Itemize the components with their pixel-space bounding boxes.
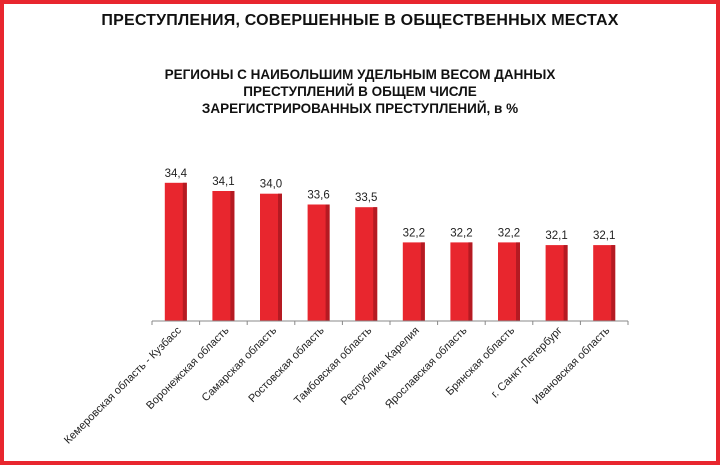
bar	[212, 191, 235, 321]
bar-shade	[230, 191, 235, 321]
value-label: 33,6	[307, 190, 329, 202]
bar	[498, 242, 520, 321]
value-label: 32,1	[545, 230, 567, 242]
category-label: Ивановская область	[530, 324, 612, 406]
value-label: 32,2	[498, 227, 520, 239]
chart-title: РЕГИОНЫ С НАИБОЛЬШИМ УДЕЛЬНЫМ ВЕСОМ ДАНН…	[150, 66, 570, 117]
value-labels-group: 34,4 34,1 34,0 33,6 33,5 32,2 32,2 32,2 32,1 32,1	[165, 168, 616, 242]
value-label: 33,5	[355, 192, 377, 204]
bar-shade	[563, 245, 568, 321]
value-label: 32,1	[593, 230, 615, 242]
chart-title-line-2: ПРЕСТУПЛЕНИЙ В ОБЩЕМ ЧИСЛЕ	[243, 84, 477, 99]
value-label: 34,1	[212, 176, 234, 188]
bar	[545, 245, 568, 321]
category-labels-group: Кемеровская область - КузбассВоронежская…	[62, 321, 629, 447]
bar	[164, 182, 187, 321]
chart-title-line-3: ЗАРЕГИСТРИРОВАННЫХ ПРЕСТУПЛЕНИЙ, в %	[201, 101, 519, 116]
bar-shade	[278, 193, 282, 321]
category-label: Воронежская область	[144, 324, 232, 412]
value-label: 32,2	[403, 227, 425, 239]
bar	[260, 193, 282, 321]
page-title: ПРЕСТУПЛЕНИЯ, СОВЕРШЕННЫЕ В ОБЩЕСТВЕННЫХ…	[101, 12, 619, 29]
value-label: 34,4	[165, 168, 188, 180]
category-label: Республика Карелия	[339, 325, 422, 408]
bar-shade	[373, 207, 378, 321]
bar	[593, 245, 616, 321]
category-label: Ярославская область	[383, 324, 470, 411]
bars-group	[164, 182, 616, 321]
bar-shade	[325, 204, 330, 321]
bar-shade	[420, 242, 425, 321]
category-label: Тамбовская область	[292, 324, 374, 406]
bar	[450, 242, 473, 321]
bar	[402, 242, 425, 321]
bar-shade	[516, 242, 520, 321]
value-label: 32,2	[450, 227, 472, 239]
bar	[355, 207, 378, 321]
bar	[307, 204, 330, 321]
bar-shade	[182, 182, 187, 321]
bar-shade	[611, 245, 616, 321]
chart-title-line-1: РЕГИОНЫ С НАИБОЛЬШИМ УДЕЛЬНЫМ ВЕСОМ ДАНН…	[164, 67, 556, 82]
bar-shade	[468, 242, 473, 321]
value-label: 34,0	[260, 179, 282, 191]
